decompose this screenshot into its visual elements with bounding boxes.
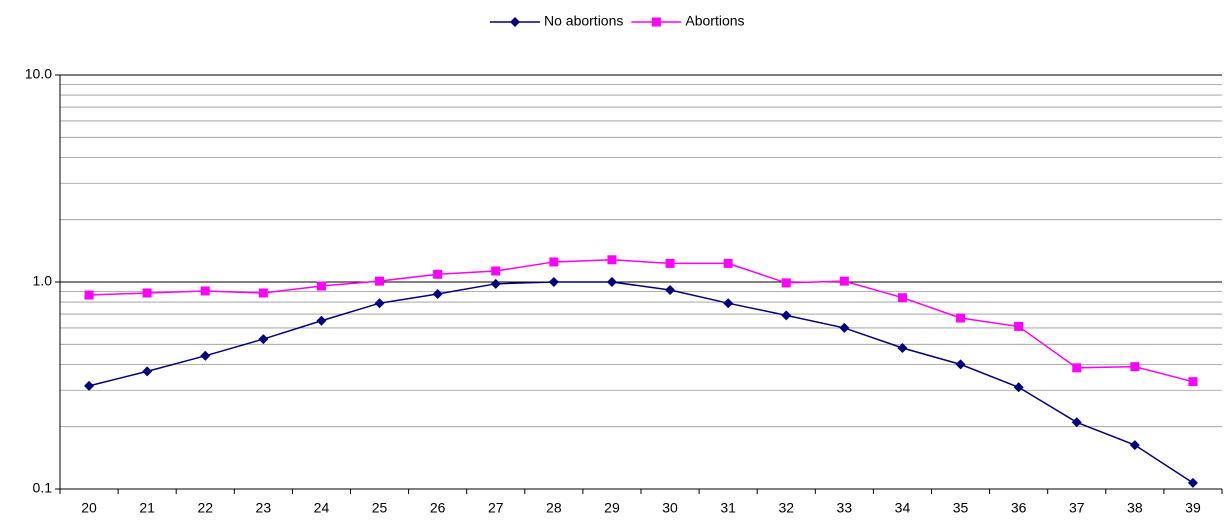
x-tick-label: 34 (895, 500, 911, 516)
point (84, 380, 95, 391)
x-tick-label: 26 (430, 500, 446, 516)
x-tick-label: 25 (372, 500, 388, 516)
point (375, 276, 385, 286)
point (84, 290, 94, 300)
x-tick-label: 38 (1127, 500, 1143, 516)
point (781, 278, 791, 288)
point (956, 313, 966, 323)
point (200, 286, 210, 296)
point (606, 277, 617, 287)
legend-marker (651, 17, 661, 27)
legend-label: Abortions (685, 13, 744, 29)
point (1071, 417, 1082, 428)
point (665, 258, 675, 268)
point (433, 269, 443, 279)
x-tick-label: 23 (256, 500, 272, 516)
point (548, 277, 559, 287)
x-tick-label: 39 (1185, 500, 1201, 516)
x-tick-label: 20 (81, 500, 97, 516)
point (258, 288, 268, 298)
x-tick-label: 31 (720, 500, 736, 516)
point (491, 266, 501, 276)
point (607, 255, 617, 265)
point (955, 359, 966, 370)
x-tick-label: 33 (837, 500, 853, 516)
point (258, 334, 269, 345)
y-tick-label: 1.0 (33, 273, 53, 289)
point (781, 310, 792, 321)
x-tick-label: 35 (953, 500, 969, 516)
point (432, 289, 443, 300)
point (897, 293, 907, 303)
point (1188, 377, 1198, 387)
y-tick-label: 0.1 (33, 480, 53, 496)
point (665, 284, 676, 295)
x-tick-label: 24 (314, 500, 330, 516)
x-tick-label: 28 (546, 500, 562, 516)
x-tick-label: 36 (1011, 500, 1027, 516)
x-tick-label: 37 (1069, 500, 1085, 516)
legend-label: No abortions (544, 13, 623, 29)
point (839, 322, 850, 333)
x-tick-label: 22 (197, 500, 213, 516)
point (316, 281, 326, 291)
point (200, 350, 211, 361)
point (723, 298, 734, 309)
point (1129, 440, 1140, 451)
point (897, 342, 908, 353)
x-tick-label: 29 (604, 500, 620, 516)
point (1130, 362, 1140, 372)
point (1072, 363, 1082, 373)
point (1014, 321, 1024, 331)
point (839, 276, 849, 286)
y-tick-label: 10.0 (25, 66, 52, 82)
x-tick-label: 21 (139, 500, 155, 516)
point (142, 288, 152, 298)
series-line (88, 281, 1194, 484)
legend-marker (510, 17, 520, 27)
point (374, 298, 385, 309)
point (142, 366, 153, 377)
x-tick-label: 32 (778, 500, 794, 516)
point (490, 278, 501, 289)
point (316, 315, 327, 326)
point (723, 258, 733, 268)
x-tick-label: 27 (488, 500, 504, 516)
series-line (89, 259, 1194, 383)
point (1013, 382, 1024, 393)
point (1187, 477, 1198, 488)
x-tick-label: 30 (662, 500, 678, 516)
point (549, 257, 559, 267)
